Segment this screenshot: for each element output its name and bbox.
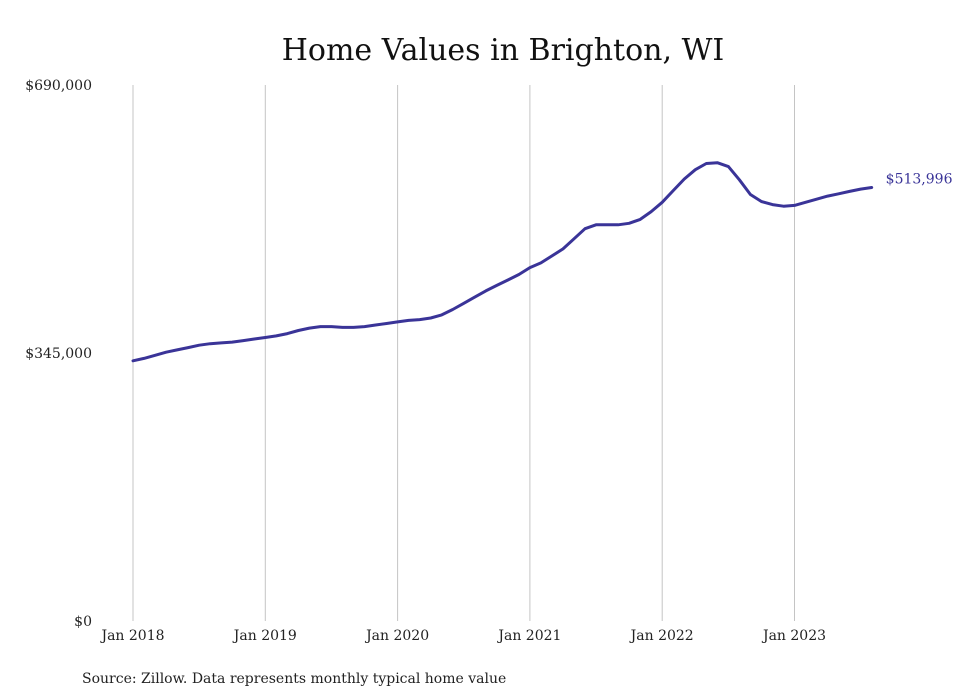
x-axis-labels: Jan 2018 Jan 2019 Jan 2020 Jan 2021 Jan 2022… bbox=[99, 628, 826, 644]
x-tick-label-2023: Jan 2023 bbox=[761, 628, 826, 644]
home-value-line bbox=[131, 161, 874, 363]
source-note: Source: Zillow. Data represents monthly … bbox=[82, 671, 506, 687]
x-tick-label-2022: Jan 2022 bbox=[629, 628, 694, 644]
vertical-gridlines bbox=[132, 85, 795, 621]
chart-title: Home Values in Brighton, WI bbox=[282, 33, 725, 68]
x-tick-label-2021: Jan 2021 bbox=[496, 628, 561, 644]
y-tick-label-1: $345,000 bbox=[25, 346, 92, 362]
end-value-label: $513,996 bbox=[886, 172, 953, 188]
x-tick-label-2019: Jan 2019 bbox=[232, 628, 297, 644]
y-tick-label-2: $690,000 bbox=[25, 78, 92, 94]
x-tick-label-2018: Jan 2018 bbox=[99, 628, 164, 644]
x-tick-label-2020: Jan 2020 bbox=[364, 628, 429, 644]
y-tick-label-0: $0 bbox=[74, 614, 92, 630]
y-axis-labels: $0 $345,000 $690,000 bbox=[25, 78, 92, 630]
